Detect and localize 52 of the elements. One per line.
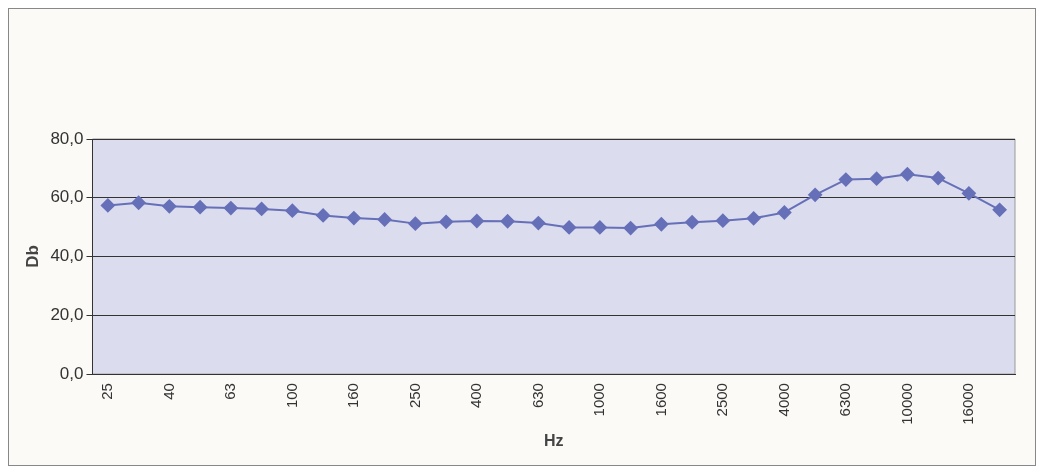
- x-tick-label: 400: [467, 383, 485, 409]
- x-tick-label: 1600: [651, 383, 669, 417]
- x-tick-label: 6300: [836, 383, 854, 417]
- x-tick-label: 630: [528, 383, 546, 409]
- point: [408, 216, 423, 231]
- y-tick-label: 60,0: [50, 187, 84, 207]
- point: [623, 221, 638, 236]
- point: [715, 213, 730, 228]
- point: [992, 202, 1007, 217]
- x-tick-label: 1000: [590, 383, 608, 417]
- point: [931, 171, 946, 186]
- point: [592, 220, 607, 235]
- point: [777, 205, 792, 220]
- point: [162, 199, 177, 214]
- x-tick-label: 10000: [897, 383, 915, 425]
- point: [685, 215, 700, 230]
- x-tick-label: 25: [98, 383, 115, 400]
- x-axis-title: Hz: [543, 431, 564, 449]
- x-tick-label: 63: [221, 383, 238, 400]
- x-tick-label: 2500: [713, 383, 731, 417]
- point: [654, 217, 669, 232]
- y-tick-label: 0,0: [59, 363, 84, 383]
- point: [254, 201, 269, 216]
- point: [377, 212, 392, 227]
- x-tick-label: 160: [344, 383, 362, 409]
- point: [808, 187, 823, 202]
- point: [900, 167, 915, 182]
- point: [469, 213, 484, 228]
- point: [100, 198, 115, 213]
- y-tick-label: 20,0: [50, 305, 84, 324]
- point: [838, 172, 853, 187]
- x-tick-label: 40: [159, 383, 177, 400]
- point: [285, 203, 300, 218]
- point: [223, 201, 238, 216]
- point: [961, 186, 976, 201]
- y-axis-title: Db: [22, 245, 42, 268]
- point: [346, 211, 361, 226]
- x-tick-label: 100: [282, 383, 300, 409]
- x-tick-label: 250: [405, 383, 423, 409]
- point: [193, 200, 208, 215]
- x-tick-label: 16000: [959, 383, 977, 425]
- x-tick-label: 4000: [774, 383, 792, 417]
- point: [439, 214, 454, 229]
- point: [131, 195, 146, 210]
- point: [316, 208, 331, 223]
- y-tick-label: 40,0: [50, 246, 84, 266]
- point: [500, 214, 515, 229]
- point: [562, 220, 577, 235]
- point: [531, 216, 546, 231]
- point: [869, 171, 884, 186]
- y-tick-label: 80,0: [50, 128, 84, 148]
- point: [746, 211, 761, 226]
